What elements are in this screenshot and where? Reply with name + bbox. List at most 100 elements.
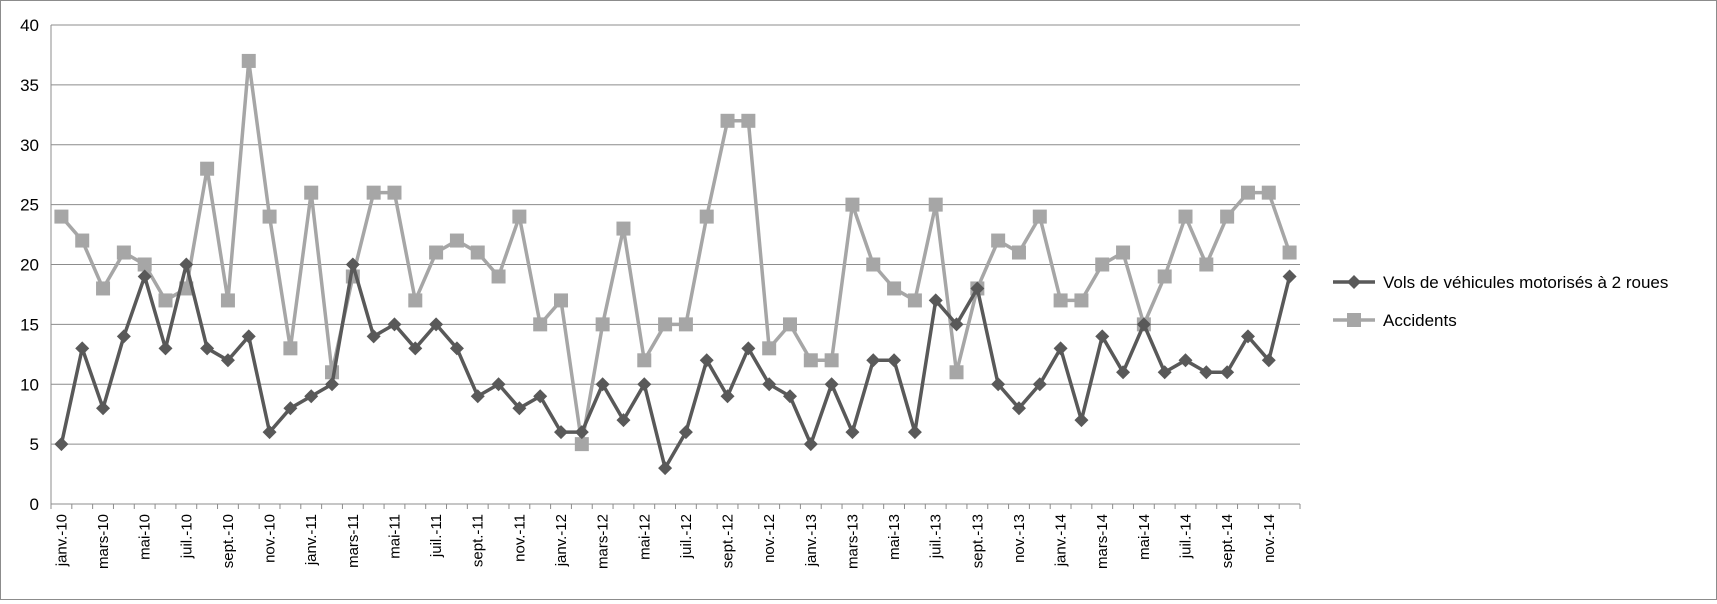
- axes: 0 5 10 15 20 25 30 35 40 janv.-10 mars-10 mai-10 jui…: [20, 16, 1301, 569]
- data-point-diamond: [1261, 353, 1276, 368]
- data-point-square: [595, 317, 610, 332]
- data-point-diamond: [1199, 365, 1214, 380]
- data-point-square: [262, 209, 277, 224]
- x-tick-label: sept.-13: [969, 514, 986, 568]
- data-point-square: [720, 113, 735, 128]
- y-tick-label: 30: [20, 136, 39, 155]
- x-tick-label: janv.-12: [553, 514, 570, 567]
- data-point-diamond: [1053, 341, 1068, 356]
- data-point-square: [512, 209, 527, 224]
- data-point-square: [1199, 257, 1214, 272]
- data-point-diamond: [1282, 269, 1297, 284]
- data-point-square: [54, 209, 69, 224]
- series-vols: [54, 257, 1297, 476]
- data-point-diamond: [429, 317, 444, 332]
- x-tick-label: juil.-11: [428, 514, 445, 558]
- data-point-diamond: [1178, 353, 1193, 368]
- data-point-diamond: [595, 377, 610, 392]
- data-point-square: [1053, 293, 1068, 308]
- data-point-diamond: [366, 329, 381, 344]
- data-point-diamond: [158, 341, 173, 356]
- data-point-square: [449, 233, 464, 248]
- data-point-square: [158, 293, 173, 308]
- y-tick-label: 35: [20, 76, 39, 95]
- data-point-square: [241, 53, 256, 68]
- data-point-square: [678, 317, 693, 332]
- data-point-square: [803, 353, 818, 368]
- legend-label: Accidents: [1383, 311, 1457, 330]
- x-tick-label: juil.-14: [1178, 514, 1195, 559]
- data-point-square: [1157, 269, 1172, 284]
- data-point-square: [637, 353, 652, 368]
- data-point-diamond: [554, 425, 569, 440]
- data-point-square: [554, 293, 569, 308]
- data-point-square: [616, 221, 631, 236]
- data-point-diamond: [96, 401, 111, 416]
- data-point-diamond: [1011, 401, 1026, 416]
- legend-label: Vols de véhicules motorisés à 2 roues: [1383, 273, 1668, 292]
- data-point-square: [220, 293, 235, 308]
- data-point-diamond: [1220, 365, 1235, 380]
- data-point-square: [304, 185, 319, 200]
- data-point-square: [470, 245, 485, 260]
- data-point-square: [658, 317, 673, 332]
- data-point-diamond: [637, 377, 652, 392]
- x-tick-label: sept.-10: [220, 514, 237, 568]
- data-point-square: [907, 293, 922, 308]
- x-tick-label: janv.-11: [303, 514, 320, 566]
- data-point-diamond: [699, 353, 714, 368]
- data-point-diamond: [866, 353, 881, 368]
- legend-marker-diamond: [1347, 275, 1361, 289]
- x-tick-label: mars-13: [844, 514, 861, 569]
- data-point-diamond: [991, 377, 1006, 392]
- series-lines: [54, 53, 1297, 476]
- data-point-square: [782, 317, 797, 332]
- data-point-diamond: [1157, 365, 1172, 380]
- data-point-square: [408, 293, 423, 308]
- x-tick-label: nov.-13: [1011, 514, 1028, 563]
- data-point-square: [762, 341, 777, 356]
- data-point-diamond: [928, 293, 943, 308]
- x-tick-label: janv.-13: [803, 514, 820, 567]
- x-tick-label: nov.-11: [511, 514, 528, 562]
- data-point-diamond: [241, 329, 256, 344]
- data-point-square: [887, 281, 902, 296]
- data-point-diamond: [200, 341, 215, 356]
- y-tick-label: 10: [20, 375, 39, 394]
- data-point-diamond: [220, 353, 235, 368]
- data-point-square: [824, 353, 839, 368]
- data-point-diamond: [574, 425, 589, 440]
- x-tick-label: mai-10: [137, 514, 154, 560]
- data-point-square: [96, 281, 111, 296]
- data-point-square: [1178, 209, 1193, 224]
- x-tick-label: mai-14: [1136, 514, 1153, 560]
- data-point-square: [741, 113, 756, 128]
- legend: Vols de véhicules motorisés à 2 roues Acc…: [1333, 273, 1668, 330]
- data-point-square: [1011, 245, 1026, 260]
- y-tick-label: 0: [30, 495, 39, 514]
- data-point-square: [491, 269, 506, 284]
- x-tick-label: juil.-12: [678, 514, 695, 559]
- data-point-diamond: [1074, 413, 1089, 428]
- data-point-square: [866, 257, 881, 272]
- data-point-diamond: [782, 389, 797, 404]
- data-point-diamond: [75, 341, 90, 356]
- x-tick-label: mai-13: [886, 514, 903, 560]
- data-point-diamond: [1136, 317, 1151, 332]
- x-tick-label: sept.-11: [470, 514, 487, 567]
- data-point-square: [283, 341, 298, 356]
- data-point-square: [1116, 245, 1131, 260]
- data-point-diamond: [283, 401, 298, 416]
- y-tick-label: 20: [20, 256, 39, 275]
- data-point-square: [1074, 293, 1089, 308]
- data-point-diamond: [762, 377, 777, 392]
- data-point-diamond: [533, 389, 548, 404]
- data-point-square: [928, 197, 943, 212]
- series-accidents: [54, 53, 1297, 452]
- data-point-diamond: [803, 437, 818, 452]
- data-point-square: [949, 365, 964, 380]
- data-point-square: [366, 185, 381, 200]
- data-point-diamond: [449, 341, 464, 356]
- x-tick-label: nov.-10: [262, 514, 279, 563]
